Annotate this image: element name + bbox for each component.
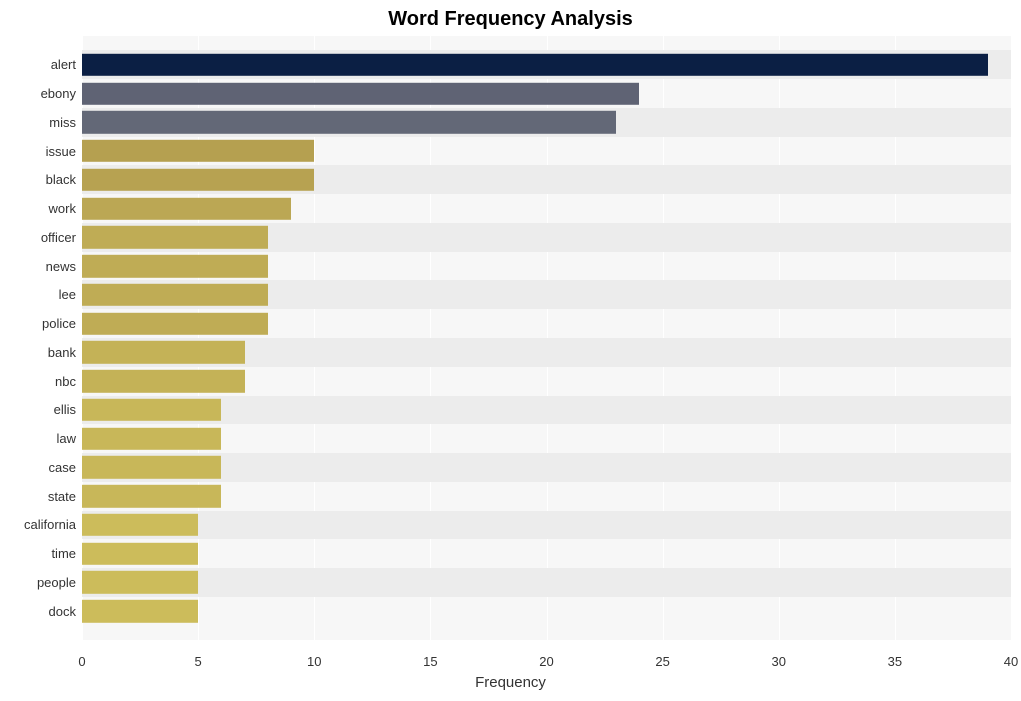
y-tick-label: news <box>46 259 76 274</box>
bar <box>82 54 988 76</box>
bar <box>82 255 268 277</box>
y-tick-label: police <box>42 316 76 331</box>
x-tick-label: 20 <box>539 654 553 701</box>
y-tick-label: bank <box>48 345 76 360</box>
bar <box>82 341 245 363</box>
x-tick-label: 15 <box>423 654 437 701</box>
y-tick-label: lee <box>59 287 76 302</box>
plot-area <box>82 36 1011 640</box>
y-tick-label: work <box>49 201 76 216</box>
y-tick-label: miss <box>49 115 76 130</box>
grid-line <box>1011 36 1012 640</box>
x-tick-label: 35 <box>888 654 902 701</box>
y-tick-label: dock <box>49 604 76 619</box>
bar <box>82 542 198 564</box>
bar-row-bg <box>82 539 1011 568</box>
bar-row-bg <box>82 568 1011 597</box>
y-tick-label: case <box>49 460 76 475</box>
bar <box>82 312 268 334</box>
bar <box>82 370 245 392</box>
y-tick-label: state <box>48 489 76 504</box>
bar <box>82 169 314 191</box>
x-tick-label: 25 <box>655 654 669 701</box>
x-tick-label: 30 <box>772 654 786 701</box>
bar <box>82 226 268 248</box>
bar-row-bg <box>82 396 1011 425</box>
x-tick-label: 0 <box>78 654 85 701</box>
bar-row-bg <box>82 453 1011 482</box>
bar <box>82 140 314 162</box>
bar <box>82 485 221 507</box>
bar-row-bg <box>82 597 1011 626</box>
y-tick-label: ellis <box>54 402 76 417</box>
bar-row-bg <box>82 424 1011 453</box>
bar <box>82 284 268 306</box>
y-tick-label: california <box>24 517 76 532</box>
y-tick-label: nbc <box>55 374 76 389</box>
x-tick-label: 40 <box>1004 654 1018 701</box>
bar-row-bg <box>82 511 1011 540</box>
bar <box>82 514 198 536</box>
x-axis-label: Frequency <box>475 674 546 691</box>
bar <box>82 197 291 219</box>
chart-container: Word Frequency Analysis Frequency 0 5 10 15… <box>0 0 1021 701</box>
bar <box>82 600 198 622</box>
y-tick-label: ebony <box>41 86 76 101</box>
y-tick-label: law <box>56 431 76 446</box>
bar <box>82 82 639 104</box>
y-tick-label: officer <box>41 230 76 245</box>
x-tick-label: 10 <box>307 654 321 701</box>
bar-row-bg <box>82 482 1011 511</box>
bar <box>82 399 221 421</box>
bar <box>82 456 221 478</box>
y-tick-label: time <box>51 546 76 561</box>
bar <box>82 427 221 449</box>
y-tick-label: issue <box>46 144 76 159</box>
x-tick-label: 5 <box>195 654 202 701</box>
y-tick-label: people <box>37 575 76 590</box>
chart-title: Word Frequency Analysis <box>0 8 1021 31</box>
y-tick-label: alert <box>51 57 76 72</box>
y-tick-label: black <box>46 172 76 187</box>
bar <box>82 111 616 133</box>
bar <box>82 571 198 593</box>
